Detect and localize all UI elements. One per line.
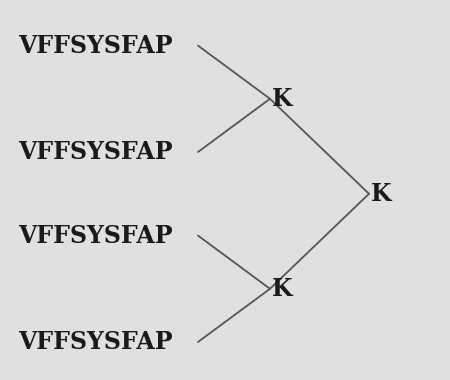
Text: VFFSYSFAP: VFFSYSFAP	[18, 140, 173, 164]
Text: K: K	[272, 87, 293, 111]
Text: VFFSYSFAP: VFFSYSFAP	[18, 33, 173, 58]
Text: VFFSYSFAP: VFFSYSFAP	[18, 330, 173, 354]
Text: K: K	[371, 182, 392, 206]
Text: VFFSYSFAP: VFFSYSFAP	[18, 223, 173, 248]
Text: K: K	[272, 277, 293, 301]
